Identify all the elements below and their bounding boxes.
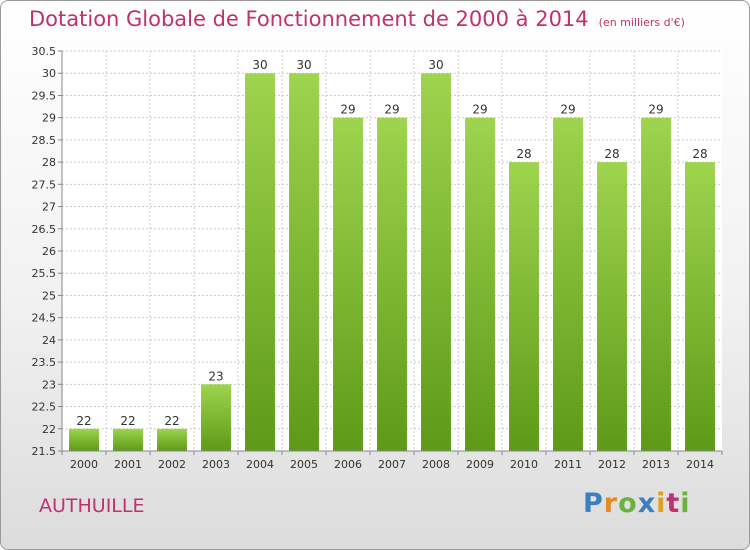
data-label: 28: [692, 147, 707, 161]
logo-letter: t: [666, 488, 681, 519]
logo-letter: o: [618, 488, 638, 519]
x-tick-label: 2002: [158, 458, 186, 471]
bar: [641, 117, 671, 452]
data-label: 29: [472, 103, 487, 117]
data-label: 22: [76, 414, 91, 428]
y-tick-label: 23.5: [32, 356, 57, 369]
data-label: 30: [296, 58, 311, 72]
data-label: 29: [340, 103, 355, 117]
chart-subtitle: (en milliers d'€): [598, 16, 685, 29]
bar: [201, 384, 231, 451]
data-label: 30: [428, 58, 443, 72]
bar: [465, 117, 495, 452]
x-tick-label: 2013: [642, 458, 670, 471]
data-label: 30: [252, 58, 267, 72]
chart-title: Dotation Globale de Fonctionnement de 20…: [29, 7, 685, 31]
y-tick-label: 29.5: [32, 89, 57, 102]
bar: [113, 428, 143, 451]
y-tick-label: 27.5: [32, 178, 57, 191]
y-tick-label: 25: [42, 289, 56, 302]
bar: [333, 117, 363, 452]
labels: 21.5 22 22.5 23 23.5 24 24.5 25 25.5 26 26.5 27 27.5…: [32, 45, 715, 471]
bar: [685, 162, 715, 451]
bar: [597, 162, 627, 451]
logo-letter: i: [656, 488, 667, 519]
logo-letter: i: [680, 488, 691, 519]
x-tick-label: 2012: [598, 458, 626, 471]
x-tick-label: 2007: [378, 458, 406, 471]
y-tick-label: 30.5: [32, 45, 57, 58]
bar: [157, 428, 187, 451]
data-label: 29: [384, 103, 399, 117]
y-tick-label: 23: [42, 378, 56, 391]
y-tick-label: 26.5: [32, 223, 57, 236]
x-tick-label: 2006: [334, 458, 362, 471]
y-tick-label: 28.5: [32, 134, 57, 147]
y-tick-label: 30: [42, 67, 56, 80]
y-tick-label: 27: [42, 201, 56, 214]
chart-title-text: Dotation Globale de Fonctionnement de 20…: [29, 7, 589, 31]
x-tick-label: 2010: [510, 458, 538, 471]
data-label: 29: [560, 103, 575, 117]
y-tick-label: 25.5: [32, 267, 57, 280]
x-tick-label: 2004: [246, 458, 274, 471]
y-tick-label: 24: [42, 334, 56, 347]
bar: [553, 117, 583, 452]
y-tick-label: 22.5: [32, 401, 57, 414]
x-tick-label: 2014: [686, 458, 714, 471]
x-tick-label: 2000: [70, 458, 98, 471]
data-label: 22: [120, 414, 135, 428]
y-tick-label: 21.5: [32, 445, 57, 458]
y-tick-label: 29: [42, 112, 56, 125]
axes: [58, 50, 723, 455]
x-tick-label: 2009: [466, 458, 494, 471]
y-tick-label: 22: [42, 423, 56, 436]
bars: [69, 73, 715, 452]
data-label: 29: [648, 103, 663, 117]
x-tick-label: 2003: [202, 458, 230, 471]
proxiti-logo[interactable]: Proxiti: [583, 488, 691, 519]
logo-letter: P: [583, 488, 604, 519]
commune-name: AUTHUILLE: [39, 495, 145, 517]
data-label: 28: [516, 147, 531, 161]
bar: [245, 73, 275, 451]
x-tick-label: 2001: [114, 458, 142, 471]
logo-letter: x: [637, 488, 657, 519]
logo-letter: r: [603, 488, 619, 519]
y-tick-label: 28: [42, 156, 56, 169]
y-tick-label: 24.5: [32, 312, 57, 325]
bar: [509, 162, 539, 451]
x-tick-label: 2011: [554, 458, 582, 471]
data-label: 23: [208, 369, 223, 383]
bar: [421, 73, 451, 451]
bar: [69, 428, 99, 451]
data-label: 22: [164, 414, 179, 428]
data-label: 28: [604, 147, 619, 161]
x-tick-label: 2008: [422, 458, 450, 471]
bar: [289, 73, 319, 451]
x-tick-label: 2005: [290, 458, 318, 471]
bar: [377, 117, 407, 452]
y-tick-label: 26: [42, 245, 56, 258]
